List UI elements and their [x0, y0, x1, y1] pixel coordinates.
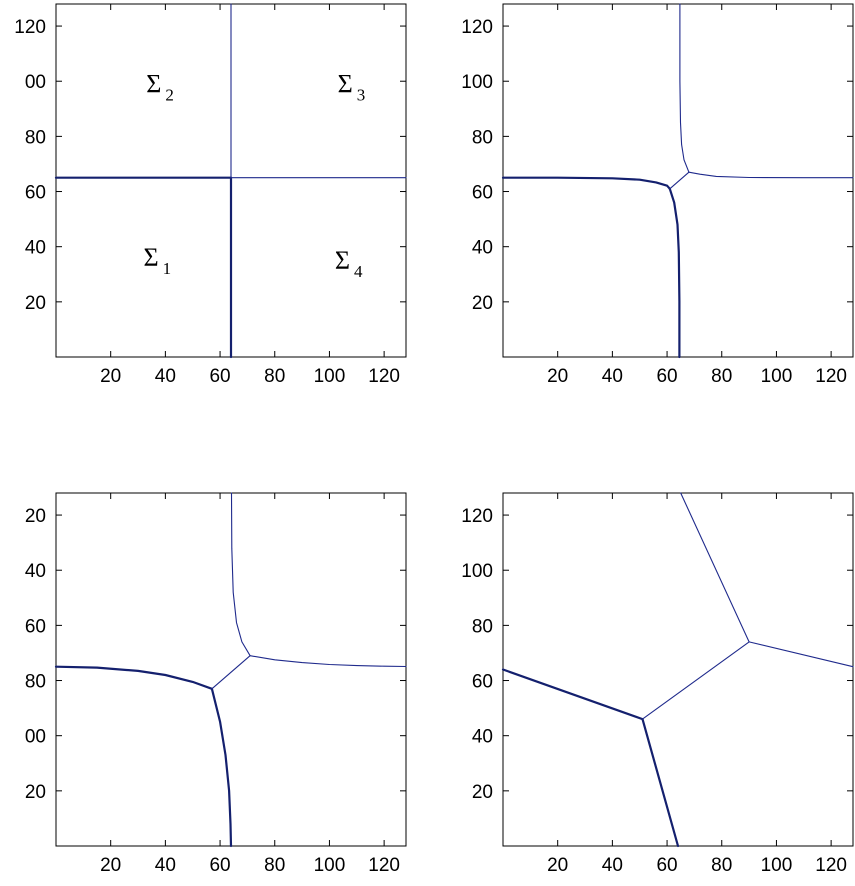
y-tick-label: 80	[472, 616, 493, 637]
x-tick-label: 60	[209, 855, 230, 876]
x-tick-label: 100	[761, 366, 793, 387]
y-tick-label: 20	[472, 782, 493, 803]
x-tick-label: 100	[761, 855, 793, 876]
x-tick-label: 80	[711, 855, 732, 876]
boundary-curve-1	[501, 176, 671, 190]
y-tick-label: 20	[472, 293, 493, 314]
x-tick-label: 40	[155, 855, 176, 876]
x-tick-label: 60	[656, 366, 677, 387]
x-tick-label: 120	[815, 366, 847, 387]
x-tick-label: 80	[264, 855, 285, 876]
y-tick-label: 00	[25, 727, 46, 748]
region-symbol: Σ	[335, 246, 350, 275]
region-subscript: 1	[163, 259, 172, 278]
x-tick-label: 20	[100, 855, 121, 876]
y-tick-label: 40	[472, 727, 493, 748]
region-symbol: Σ	[146, 69, 161, 98]
boundary-curve-5	[748, 641, 854, 668]
x-tick-label: 20	[100, 366, 121, 387]
x-tick-label: 60	[656, 855, 677, 876]
y-tick-label: 20	[25, 782, 46, 803]
axes-frame	[502, 3, 854, 358]
x-tick-label: 120	[368, 855, 400, 876]
x-tick-label: 80	[264, 366, 285, 387]
boundary-curve-3	[669, 171, 690, 190]
y-tick-label: 80	[25, 672, 46, 693]
y-tick-label: 00	[25, 72, 46, 93]
x-tick-label: 40	[602, 366, 623, 387]
boundary-curve-5	[249, 655, 407, 668]
y-tick-label: 20	[25, 293, 46, 314]
boundary-curve-2	[668, 187, 681, 359]
region-subscript: 2	[165, 85, 174, 104]
x-tick-label: 100	[314, 366, 346, 387]
y-tick-label: 20	[25, 506, 46, 527]
region-symbol: Σ	[338, 69, 353, 98]
y-tick-label: 40	[25, 238, 46, 259]
y-tick-label: 80	[472, 127, 493, 148]
y-tick-label: 60	[472, 672, 493, 693]
boundary-curve-4	[230, 492, 251, 657]
x-tick-label: 60	[209, 366, 230, 387]
boundary-curve-1	[501, 668, 644, 721]
y-tick-label: 100	[461, 72, 493, 93]
boundary-curve-5	[688, 171, 854, 179]
region-symbol: Σ	[144, 243, 159, 272]
y-tick-label: 60	[25, 616, 46, 637]
y-tick-label: 60	[25, 183, 46, 204]
panel-bottom-right: 20 40 60 80 100 120 20 40 60 80 100 120	[461, 492, 854, 876]
x-tick-label: 120	[368, 366, 400, 387]
y-tick-label: 40	[25, 561, 46, 582]
boundary-curve-2	[210, 687, 233, 848]
boundary-curve-4	[680, 492, 750, 643]
panel-top-right: 20 40 60 80 100 120 20 40 60 80 100 120	[461, 3, 854, 387]
boundary-curve-4	[679, 3, 690, 173]
x-tick-label: 80	[711, 366, 732, 387]
boundary-curve-3	[211, 655, 251, 690]
x-tick-label: 40	[602, 855, 623, 876]
y-tick-label: 40	[472, 238, 493, 259]
x-tick-label: 40	[155, 366, 176, 387]
y-tick-label: 100	[461, 561, 493, 582]
region-subscript: 4	[354, 262, 363, 281]
y-tick-label: 120	[14, 17, 46, 38]
x-tick-label: 20	[547, 855, 568, 876]
boundary-curve-1	[54, 665, 213, 690]
x-tick-label: 100	[314, 855, 346, 876]
x-tick-label: 120	[815, 855, 847, 876]
panel-bottom-left: 20 40 60 80 100 120 20 00 80 60 40 20	[25, 492, 407, 876]
y-tick-label: 80	[25, 127, 46, 148]
y-tick-label: 120	[461, 17, 493, 38]
y-tick-label: 120	[461, 506, 493, 527]
boundary-curve-2	[641, 717, 680, 848]
region-subscript: 3	[357, 85, 366, 104]
x-tick-label: 20	[547, 366, 568, 387]
y-tick-label: 60	[472, 183, 493, 204]
boundary-curve-3	[641, 641, 750, 720]
